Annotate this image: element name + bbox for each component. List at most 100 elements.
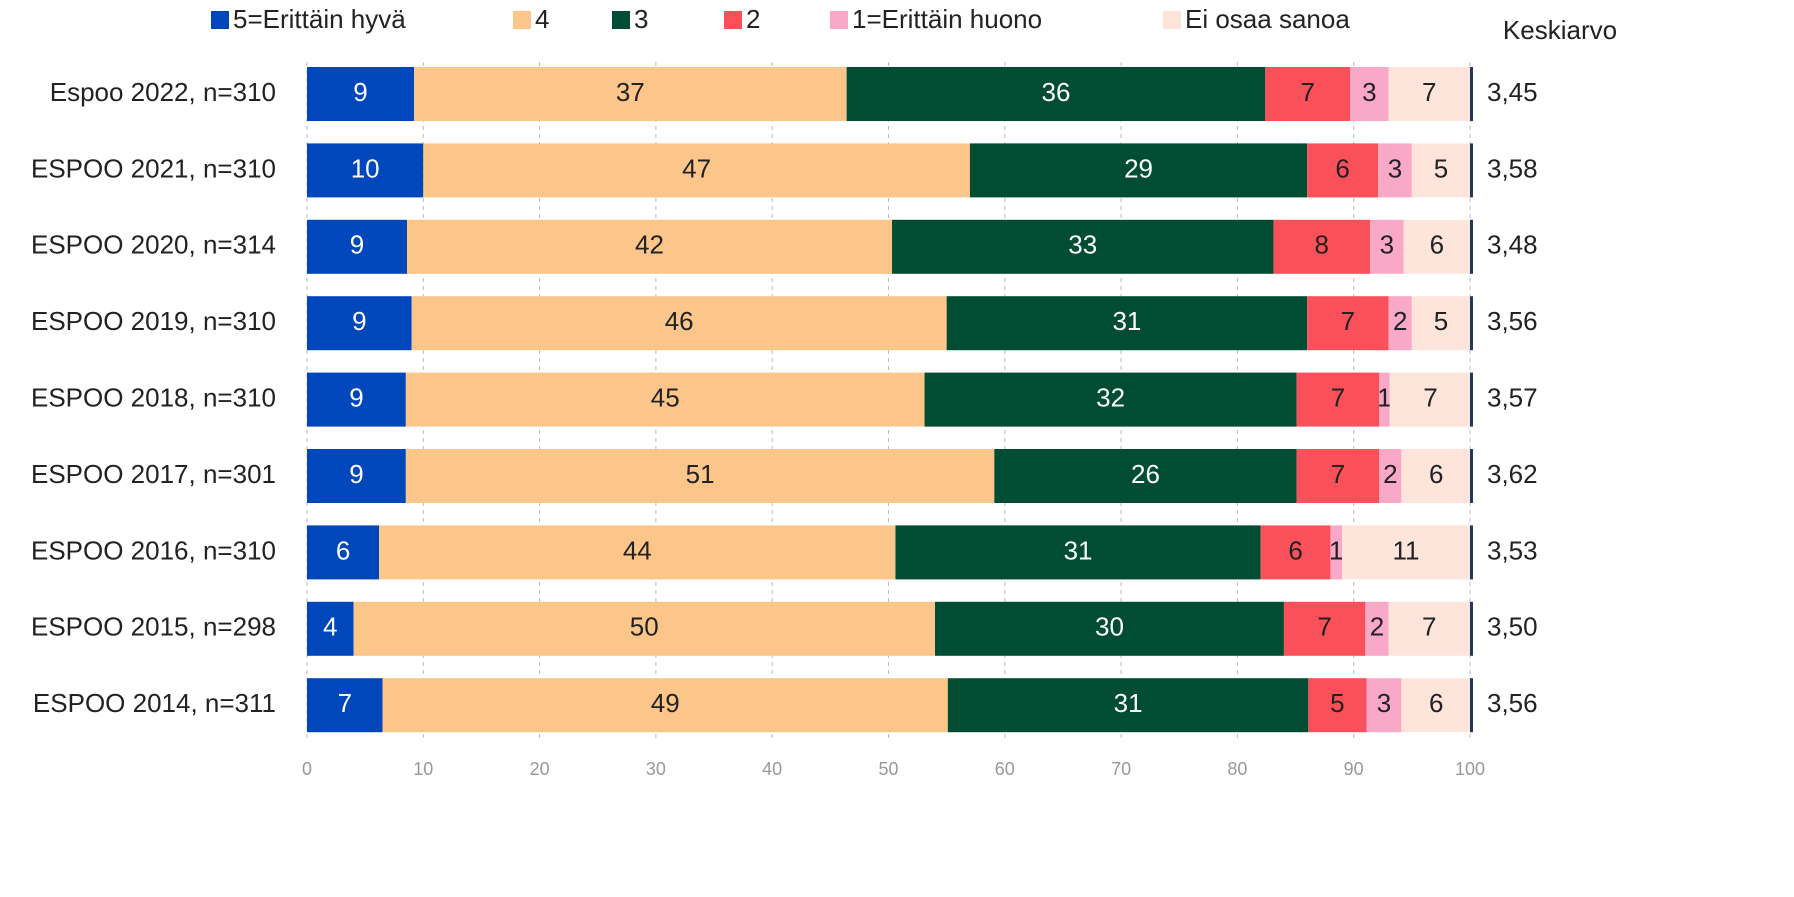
data-label: 1 <box>1377 382 1391 412</box>
data-label: 49 <box>651 688 680 718</box>
data-label: 7 <box>338 688 352 718</box>
bar-segment <box>1379 449 1402 503</box>
bar-segment <box>407 219 892 274</box>
data-label: 3 <box>1377 688 1391 718</box>
bar-segment <box>846 67 1266 121</box>
end-marker <box>1470 219 1473 274</box>
bar-segment <box>307 296 412 351</box>
data-label: 32 <box>1096 382 1125 412</box>
bar-segment <box>423 143 970 198</box>
x-tick-label: 60 <box>995 759 1015 779</box>
bar-segment <box>1265 67 1351 121</box>
bar-segment <box>1342 525 1470 580</box>
data-label: 5 <box>1330 688 1344 718</box>
y-tick-label: ESPOO 2019, n=310 <box>31 306 276 336</box>
mean-title: Keskiarvo <box>1503 15 1617 45</box>
end-marker <box>1470 601 1473 656</box>
bar-segment <box>1388 296 1412 351</box>
bar-segment <box>1365 601 1389 656</box>
bar-segment <box>1389 372 1472 427</box>
data-label: 2 <box>1383 459 1397 489</box>
data-label: 3 <box>1380 230 1394 260</box>
bar-segment <box>1369 219 1404 274</box>
mean-label: 3,62 <box>1487 459 1538 489</box>
mean-label: 3,48 <box>1487 230 1538 260</box>
legend-swatch <box>612 11 630 29</box>
mean-label: 3,58 <box>1487 153 1538 183</box>
end-marker <box>1470 143 1473 198</box>
data-label: 29 <box>1124 153 1153 183</box>
data-label: 10 <box>351 153 380 183</box>
bar-segment <box>947 678 1309 733</box>
bar-segment <box>1378 143 1412 198</box>
bar-segment <box>1330 525 1343 580</box>
y-tick-label: ESPOO 2021, n=310 <box>31 153 276 183</box>
legend-swatch <box>513 11 531 29</box>
bar-segment <box>1273 219 1370 274</box>
legend-label: 3 <box>634 4 648 34</box>
data-label: 9 <box>353 77 367 107</box>
mean-label: 3,53 <box>1487 535 1538 565</box>
mean-label: 3,56 <box>1487 688 1538 718</box>
bar-segment <box>1260 525 1331 580</box>
bar-segment <box>307 219 408 274</box>
bar-segment <box>411 296 947 351</box>
mean-label: 3,56 <box>1487 306 1538 336</box>
bar-segment <box>307 678 383 733</box>
data-label: 44 <box>623 535 652 565</box>
data-label: 42 <box>635 230 664 260</box>
end-marker <box>1470 678 1473 733</box>
data-label: 3 <box>1362 77 1376 107</box>
data-label: 4 <box>323 612 337 642</box>
y-tick-label: ESPOO 2016, n=310 <box>31 535 276 565</box>
data-label: 50 <box>630 612 659 642</box>
data-label: 9 <box>349 459 363 489</box>
legend-label: 5=Erittäin hyvä <box>233 4 406 34</box>
x-tick-label: 90 <box>1344 759 1364 779</box>
y-tick-label: ESPOO 2015, n=298 <box>31 612 276 642</box>
data-label: 7 <box>1317 612 1331 642</box>
data-label: 37 <box>616 77 645 107</box>
bar-segment <box>946 296 1308 351</box>
legend-label: Ei osaa sanoa <box>1185 4 1350 34</box>
data-label: 2 <box>1370 612 1384 642</box>
data-label: 33 <box>1068 230 1097 260</box>
data-label: 7 <box>1422 77 1436 107</box>
data-label: 36 <box>1042 77 1071 107</box>
bar-segment <box>307 67 414 121</box>
bar-segment <box>307 143 424 198</box>
x-tick-label: 0 <box>302 759 312 779</box>
y-tick-label: Espoo 2022, n=310 <box>50 77 276 107</box>
mean-label: 3,50 <box>1487 612 1538 642</box>
bar-segment <box>1411 143 1470 198</box>
end-marker <box>1470 296 1473 351</box>
x-tick-label: 20 <box>530 759 550 779</box>
bar-segment <box>1411 296 1470 351</box>
legend-label: 1=Erittäin huono <box>852 4 1042 34</box>
bar-segment <box>1403 219 1470 274</box>
data-label: 5 <box>1434 153 1448 183</box>
data-label: 6 <box>1430 230 1444 260</box>
legend-label: 2 <box>746 4 760 34</box>
data-label: 6 <box>1335 153 1349 183</box>
bar-segment <box>405 372 925 427</box>
bar-segment <box>1401 449 1472 503</box>
data-label: 5 <box>1434 306 1448 336</box>
data-label: 9 <box>352 306 366 336</box>
data-label: 6 <box>1429 688 1443 718</box>
bar-segment <box>1388 601 1470 656</box>
bar-segment <box>891 219 1274 274</box>
mean-label: 3,45 <box>1487 77 1538 107</box>
bar-segment <box>1388 67 1470 121</box>
data-label: 6 <box>1429 459 1443 489</box>
legend-swatch <box>1163 11 1181 29</box>
bar-segment <box>1307 296 1389 351</box>
end-marker <box>1470 372 1473 427</box>
legend-swatch <box>830 11 848 29</box>
data-label: 46 <box>665 306 694 336</box>
bar-segment <box>935 601 1284 656</box>
bar-segment <box>1307 143 1379 198</box>
data-label: 7 <box>1341 306 1355 336</box>
bar-segment <box>1296 372 1380 427</box>
